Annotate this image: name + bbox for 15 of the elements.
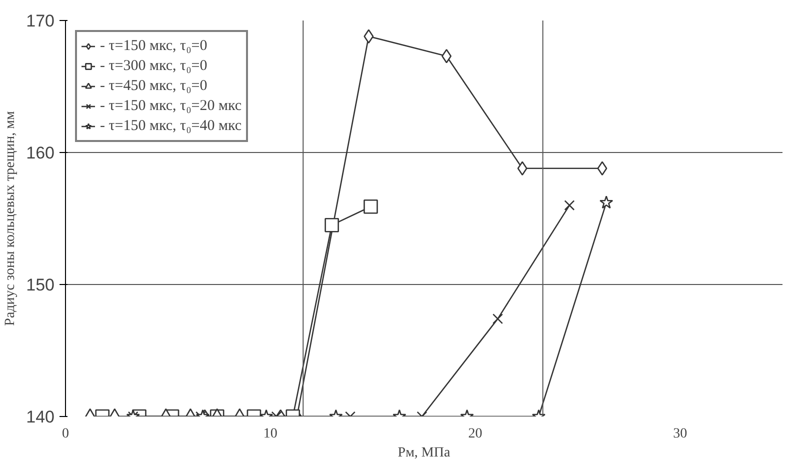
y-tick-label: 140 [26, 408, 55, 426]
x-tick-label: 20 [468, 426, 482, 442]
legend-label: - τ=150 мкс, τ₀=20 мкс [100, 98, 242, 114]
legend-label: - τ=150 мкс, τ₀=40 мкс [100, 118, 242, 134]
legend-label: - τ=150 мкс, τ₀=0 [100, 38, 208, 54]
x-tick-label: 30 [673, 426, 688, 442]
x-axis-title: Pм, МПа [398, 446, 451, 460]
y-tick-label: 150 [26, 276, 55, 294]
legend-label: - τ=450 мкс, τ₀=0 [100, 78, 208, 94]
y-axis-title: Радиус зоны кольцевых трещин, мм [3, 111, 18, 326]
y-tick-label: 160 [26, 144, 55, 162]
x-tick-label: 10 [263, 426, 278, 442]
x-tick-label: 0 [62, 426, 69, 442]
y-tick-label: 170 [26, 12, 55, 30]
legend-label: - τ=300 мкс, τ₀=0 [100, 58, 208, 74]
